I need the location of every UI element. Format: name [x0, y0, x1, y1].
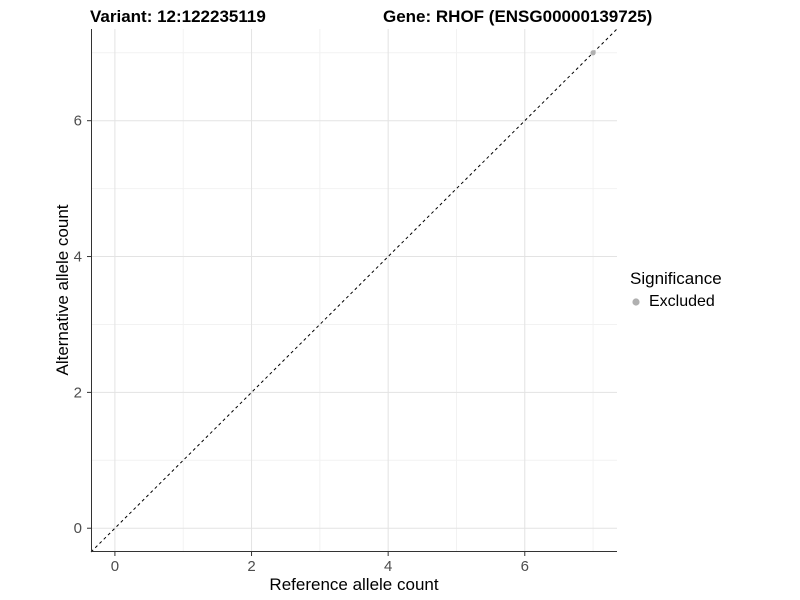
x-tick-label: 4	[384, 558, 392, 575]
x-tick-label: 6	[521, 558, 529, 575]
legend-item-excluded: Excluded	[630, 293, 722, 311]
legend: Significance Excluded	[630, 269, 722, 311]
y-axis-label: Alternative allele count	[53, 204, 72, 376]
y-tick-label: 4	[74, 249, 82, 266]
legend-item-label: Excluded	[649, 293, 715, 310]
x-tick-label: 2	[247, 558, 255, 575]
y-tick-label: 6	[74, 113, 82, 130]
identity-line	[90, 28, 618, 553]
x-axis-label: Reference allele count	[269, 575, 439, 594]
y-tick-label: 2	[74, 384, 82, 401]
legend-point-icon	[632, 298, 640, 306]
y-tick-label: 0	[74, 520, 82, 537]
plot-area: 0 0 2 2 4 4 6 6	[74, 28, 618, 575]
legend-title: Significance	[630, 269, 722, 288]
chart-title-gene: Gene: RHOF (ENSG00000139725)	[383, 7, 653, 26]
plot-panel: 0 0 2 2 4 4 6 6	[74, 28, 618, 575]
chart-title-variant: Variant: 12:122235119	[90, 7, 266, 26]
x-tick-label: 0	[111, 558, 119, 575]
data-point-excluded	[590, 50, 596, 56]
